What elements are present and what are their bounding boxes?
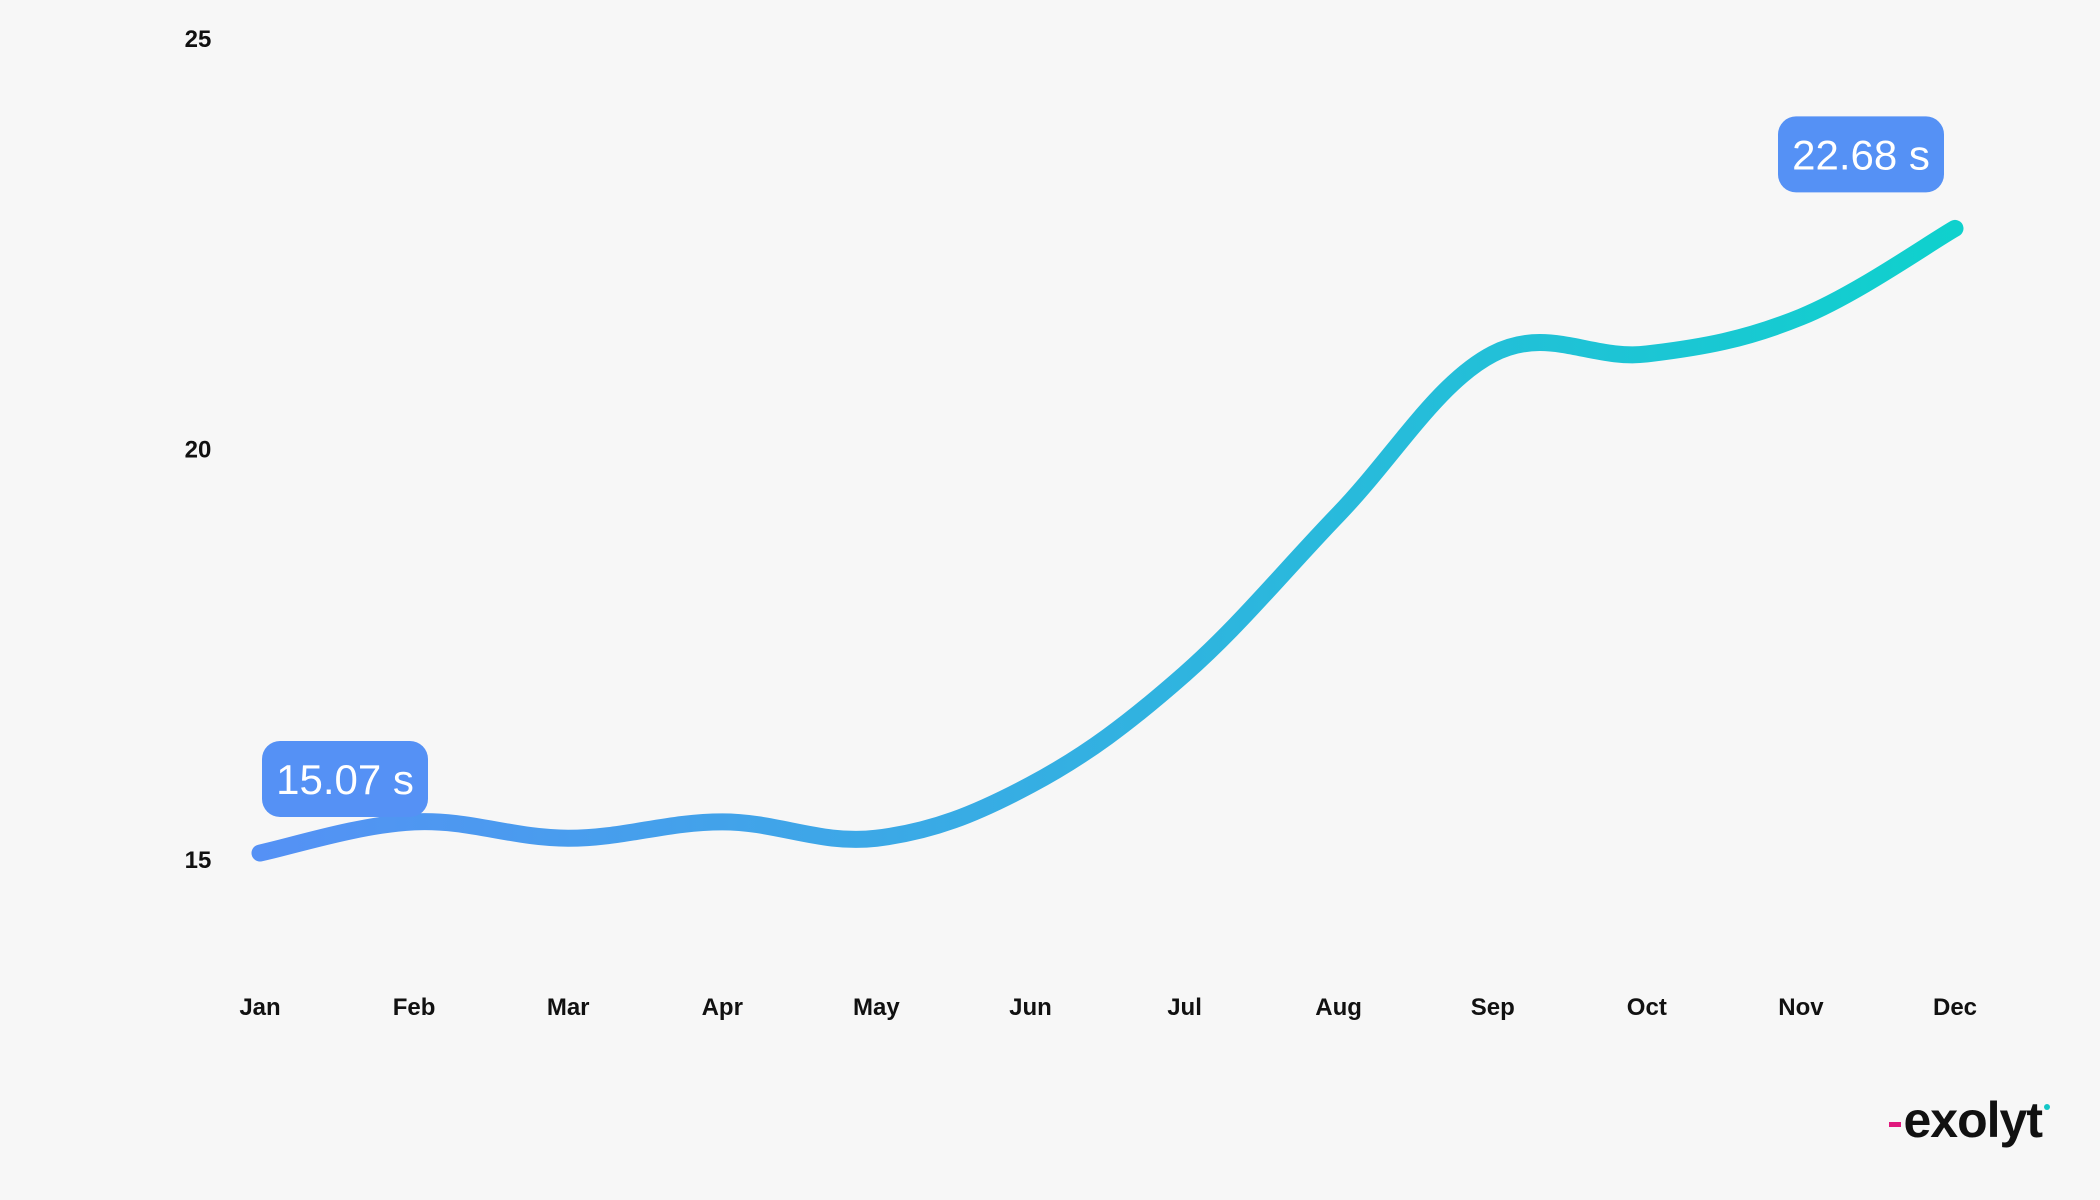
- x-tick-label: Jan: [239, 994, 280, 1021]
- logo-dash-icon: [1889, 1121, 1902, 1127]
- data-callout: 15.07 s: [262, 741, 428, 818]
- callout-label: 22.68 s: [1792, 131, 1930, 178]
- callout-label: 15.07 s: [276, 756, 414, 803]
- x-tick-label: Jul: [1167, 994, 1202, 1021]
- x-tick-label: Aug: [1315, 994, 1362, 1021]
- y-tick-label: 25: [185, 26, 212, 53]
- x-axis: Jan Feb Mar Apr May Jun Jul Aug Sep Oct Nov Dec: [239, 994, 1977, 1021]
- series: [251, 219, 1964, 862]
- logo-text: exolyt: [1903, 1092, 2043, 1148]
- y-tick-label: 15: [185, 847, 212, 874]
- x-tick-label: Dec: [1933, 994, 1977, 1021]
- logo-dot-icon: [2044, 1104, 2050, 1110]
- x-tick-label: May: [853, 994, 900, 1021]
- exolyt-logo: exolyt: [1889, 1090, 2050, 1150]
- x-tick-label: Apr: [702, 994, 743, 1021]
- callout-box: [1778, 116, 1944, 193]
- data-callout: 22.68 s: [1778, 116, 1944, 193]
- y-tick-label: 20: [185, 436, 212, 463]
- x-tick-label: Sep: [1471, 994, 1515, 1021]
- series-line: [251, 219, 1964, 862]
- x-tick-label: Oct: [1627, 994, 1667, 1021]
- x-tick-label: Nov: [1778, 994, 1824, 1021]
- x-tick-label: Feb: [393, 994, 436, 1021]
- x-tick-label: Jun: [1009, 994, 1052, 1021]
- y-axis: 15 20 25: [185, 26, 212, 874]
- annotations: 15.07 s 22.68 s: [262, 116, 1944, 818]
- x-tick-label: Mar: [547, 994, 590, 1021]
- callout-box: [262, 741, 428, 818]
